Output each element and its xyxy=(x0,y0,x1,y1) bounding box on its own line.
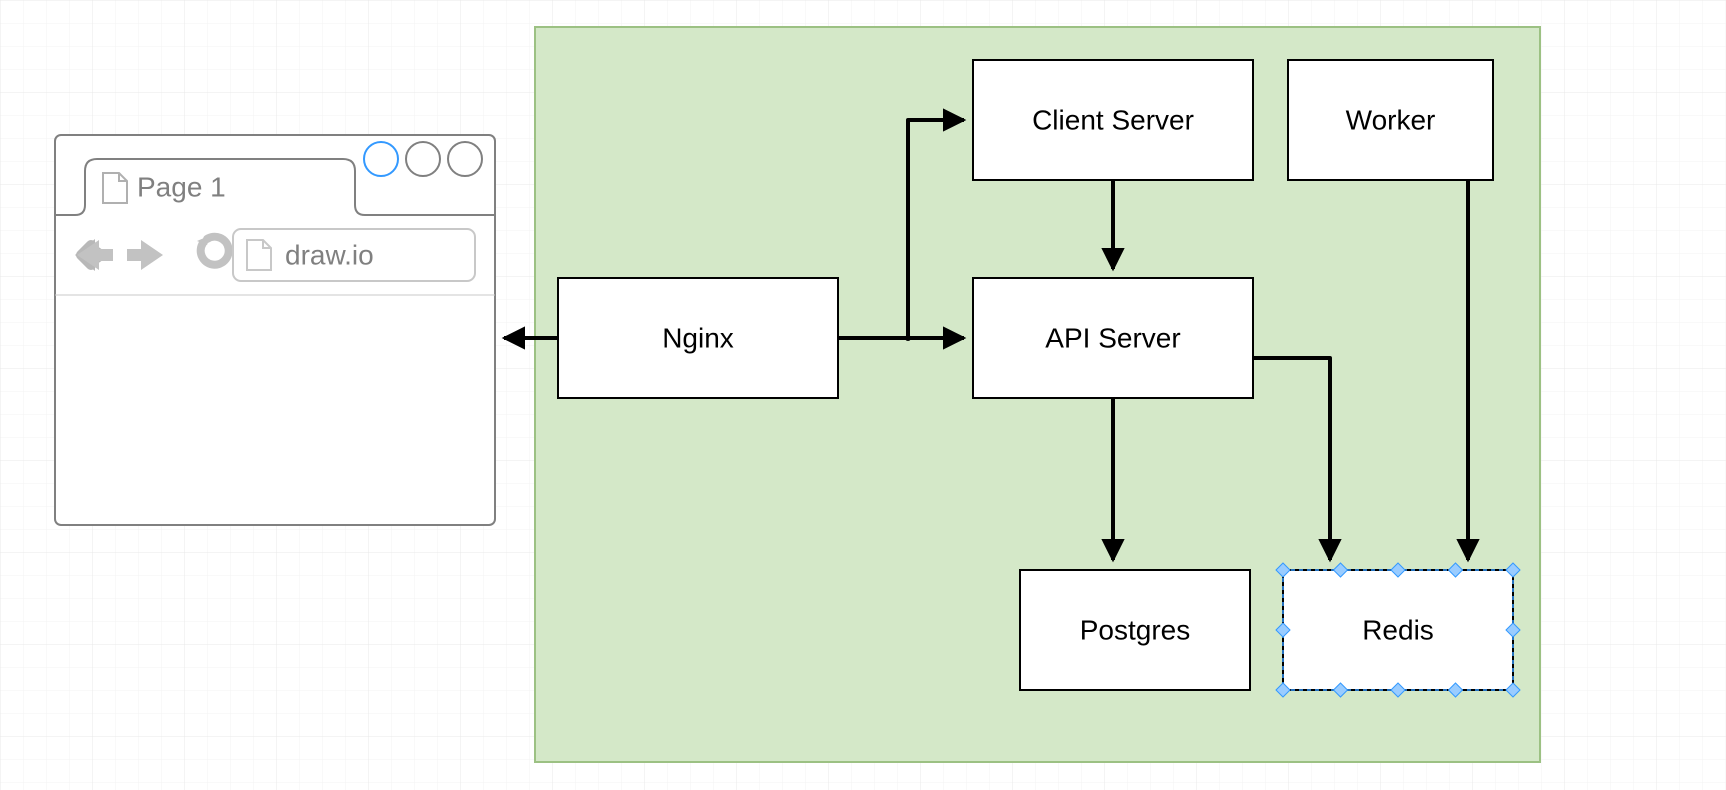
diagram-canvas[interactable]: Page 1 draw.io Nginx Client Server Worker API… xyxy=(0,0,1726,790)
node-postgres[interactable]: Postgres xyxy=(1020,570,1250,690)
node-nginx[interactable]: Nginx xyxy=(558,278,838,398)
node-label-postgres: Postgres xyxy=(1080,614,1191,645)
url-text: draw.io xyxy=(285,239,374,270)
node-api[interactable]: API Server xyxy=(973,278,1253,398)
node-redis[interactable]: Redis xyxy=(1276,563,1520,697)
node-label-worker: Worker xyxy=(1346,104,1436,135)
url-page-icon xyxy=(247,240,271,270)
node-label-client: Client Server xyxy=(1032,104,1194,135)
edge-junction xyxy=(905,335,911,341)
node-worker[interactable]: Worker xyxy=(1288,60,1493,180)
node-label-redis: Redis xyxy=(1362,614,1434,645)
diagram-overlay: Page 1 draw.io Nginx Client Server Worker API… xyxy=(0,0,1726,790)
node-client[interactable]: Client Server xyxy=(973,60,1253,180)
page-icon xyxy=(103,173,127,203)
node-label-nginx: Nginx xyxy=(662,322,734,353)
node-label-api: API Server xyxy=(1045,322,1180,353)
browser-tab-label: Page 1 xyxy=(137,171,226,202)
browser-mockup[interactable]: Page 1 draw.io xyxy=(55,135,495,525)
